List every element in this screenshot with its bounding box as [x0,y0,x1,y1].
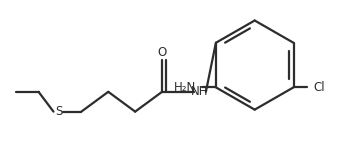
Text: Cl: Cl [313,81,325,94]
Text: NH: NH [191,85,209,98]
Text: S: S [55,105,62,118]
Text: H₂N: H₂N [174,81,196,94]
Text: O: O [157,46,167,59]
